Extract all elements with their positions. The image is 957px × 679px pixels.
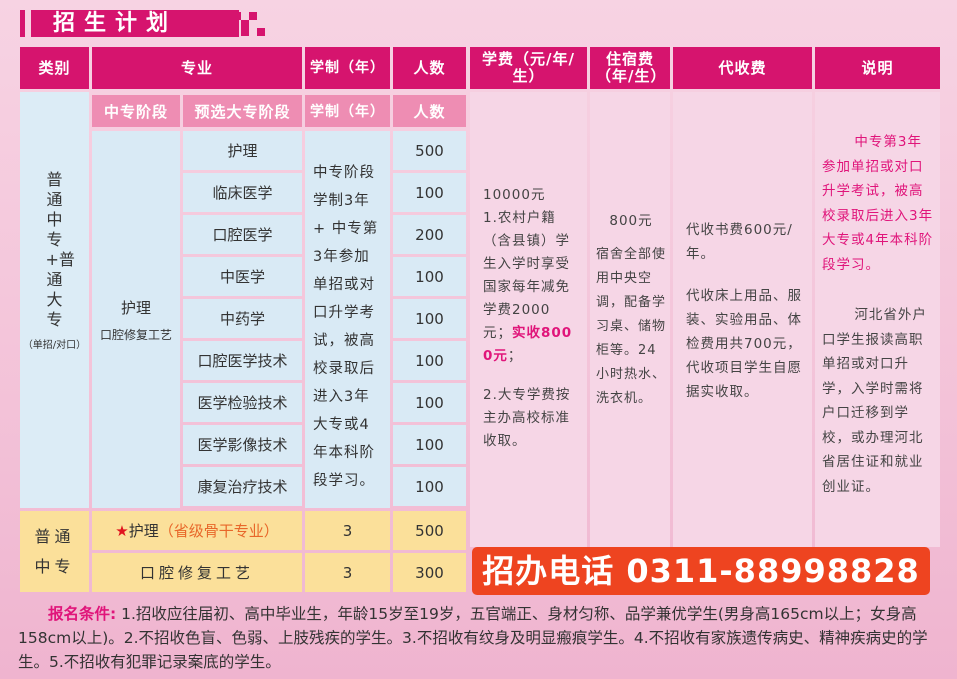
subheader-count: 人数 (393, 95, 466, 127)
count-cell: 100 (393, 257, 466, 296)
stage1-major: 护理 (120, 298, 151, 317)
major-row: 中医学 (183, 257, 302, 296)
major-row: 康复治疗技术 (183, 467, 302, 506)
group2-count: 300 (393, 553, 466, 592)
group1-years-text: 中专阶段学制3年 + 中专第3年参加单招或对口升学考试，被高校录取后进入3年大专… (305, 131, 390, 508)
header-years: 学制（年） (305, 47, 390, 89)
dorm-desc: 宿舍全部使用中央空调，配备学习桌、储物柜等。24小时热水、洗衣机。 (596, 247, 667, 406)
notes-text: 中专第3年参加单招或对口升学考试，被高校录取后进入3年大专或4年本科阶段学习。 … (822, 130, 934, 499)
enrollment-phone: 招办电话 0311-88998828 (472, 547, 930, 595)
major-row: 护理 (183, 131, 302, 170)
tuition-p1: 1.农村户籍（含县镇）学生入学时享受国家每年减免学费2000元； (483, 210, 570, 341)
stage1-major-cell: 护理 口腔修复工艺 (92, 131, 180, 508)
tuition-p1-end: ； (507, 348, 523, 364)
count-cell: 200 (393, 215, 466, 254)
group2-major: 口腔修复工艺 (92, 553, 302, 592)
tuition-highlight: 实收8000元 (483, 325, 573, 364)
group2-years: 3 (305, 511, 390, 550)
subheader-stage2: 预选大专阶段 (183, 95, 302, 127)
group2-major-row: ★ 护理 （省级骨干专业） (92, 511, 302, 550)
dorm-text: 800元 宿舍全部使用中央空调，配备学习桌、储物柜等。24小时热水、洗衣机。 (596, 210, 666, 411)
count-cell: 500 (393, 131, 466, 170)
collect-text: 代收书费600元/年。 代收床上用品、服装、实验用品、体检费用共700元，代收项… (686, 218, 804, 404)
group1-category-label: 普通中专+普通大专 (45, 170, 75, 329)
count-cell: 100 (393, 467, 466, 506)
notes-column (815, 92, 940, 547)
collect-p1: 代收书费600元/年。 (686, 222, 793, 262)
major-row: 医学检验技术 (183, 383, 302, 422)
major-row: 口腔医学 (183, 215, 302, 254)
notes-p1: 中专第3年参加单招或对口升学考试，被高校录取后进入3年大专或4年本科阶段学习。 (822, 134, 934, 273)
major-row: 医学影像技术 (183, 425, 302, 464)
title-bar-accent (20, 10, 25, 37)
header-dorm: 住宿费（年/生） (590, 47, 670, 89)
tuition-p2: 2.大专学费按主办高校标准收取。 (483, 387, 571, 449)
count-cell: 100 (393, 173, 466, 212)
group2-count: 500 (393, 511, 466, 550)
subheader-years: 学制（年） (305, 95, 390, 127)
count-cell: 100 (393, 299, 466, 338)
header-category: 类别 (20, 47, 89, 89)
count-list: 500 100 200 100 100 100 100 100 100 (393, 131, 466, 506)
category-cell-group1 (20, 92, 89, 508)
count-cell: 100 (393, 341, 466, 380)
requirements-label: 报名条件: (48, 605, 117, 623)
count-cell: 100 (393, 425, 466, 464)
dorm-column (590, 92, 670, 547)
header-collect: 代收费 (673, 47, 812, 89)
major-row: 中药学 (183, 299, 302, 338)
group1-category-note: （单招/对口） (22, 340, 87, 351)
header-notes: 说明 (815, 47, 940, 89)
tuition-column (470, 92, 587, 547)
stage2-list: 护理 临床医学 口腔医学 中医学 中药学 口腔医学技术 医学检验技术 医学影像技… (183, 131, 302, 506)
group1-category: 普通中专+普通大专 （单招/对口） (20, 170, 89, 356)
requirements-text: 1.招收应往届初、高中毕业生，年龄15岁至19岁，五官端正、身材匀称、品学兼优学… (18, 605, 928, 671)
dorm-amount: 800元 (609, 213, 653, 229)
tuition-amount: 10000元 (483, 187, 546, 203)
notes-p2: 河北省外户口学生报读高职单招或对口升学，入学时需将户口迁移到学校，或办理河北省居… (822, 307, 927, 495)
page-title: 招生计划 (31, 10, 239, 37)
major-row: 口腔医学技术 (183, 341, 302, 380)
count-cell: 100 (393, 383, 466, 422)
group2-major-tag: （省级骨干专业） (158, 522, 279, 540)
tuition-text: 10000元 1.农村户籍（含县镇）学生入学时享受国家每年减免学费2000元；实… (483, 184, 579, 453)
requirements: 报名条件: 1.招收应往届初、高中毕业生，年龄15岁至19岁，五官端正、身材匀称… (18, 602, 943, 674)
group2-category: 普通中专 (20, 511, 89, 592)
header-major: 专业 (92, 47, 302, 89)
major-row: 临床医学 (183, 173, 302, 212)
star-icon: ★ (115, 521, 129, 540)
stage1-major2: 口腔修复工艺 (99, 327, 172, 342)
collect-column (673, 92, 812, 547)
group2-years: 3 (305, 553, 390, 592)
checker-decoration-icon (225, 12, 267, 36)
collect-p2: 代收床上用品、服装、实验用品、体检费用共700元，代收项目学生自愿据实收取。 (686, 288, 802, 400)
group2-major: 护理 (128, 522, 159, 540)
header-tuition: 学费（元/年/生） (470, 47, 587, 89)
header-count: 人数 (393, 47, 466, 89)
subheader-stage1: 中专阶段 (92, 95, 180, 127)
